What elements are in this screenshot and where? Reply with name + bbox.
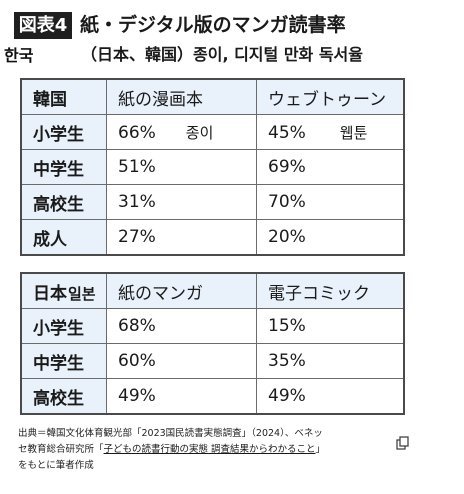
paper-value: 27% — [106, 219, 257, 256]
source-note: 出典＝韓国文化体育観光部「2023国民読書実態調査」（2024）、ベネッ セ教育… — [18, 426, 378, 474]
digital-value: 45% — [268, 122, 306, 143]
korea-table: 韓国 紙の漫画本 ウェブトゥーン 小学生 66% 종이 45% 웹툰 中学生 51%… — [20, 78, 405, 256]
table-row: 小学生 66% 종이 45% 웹툰 — [20, 114, 405, 150]
figure-badge: 図表4 — [14, 12, 72, 39]
digital-value: 15% — [256, 308, 405, 344]
japan-annotation: 일본 — [68, 284, 96, 303]
header-country: 日本일본 — [20, 272, 107, 309]
paper-annotation: 종이 — [185, 123, 214, 142]
header-digital: ウェブトゥーン — [256, 78, 405, 115]
source-line-2-prefix: セ教育総合研究所「 — [18, 444, 104, 455]
korea-annotation: 한국 — [4, 46, 34, 65]
row-label: 中学生 — [20, 149, 107, 185]
japan-table: 日本일본 紙のマンガ 電子コミック 小学生 68% 15% 中学生 60% 35… — [20, 272, 405, 415]
figure-subtitle: （日本、韓国）종이, 디지털 만화 독서율 — [81, 45, 363, 64]
source-line-1: 出典＝韓国文化体育観光部「2023国民読書実態調査」（2024）、ベネッ — [18, 428, 323, 439]
source-line-2-suffix: 」 — [315, 444, 326, 455]
row-label: 高校生 — [20, 184, 107, 220]
header-country: 韓国 — [20, 78, 107, 115]
header-paper: 紙の漫画本 — [106, 78, 257, 115]
digital-value: 69% — [256, 149, 405, 185]
source-line-3: をもとに筆者作成 — [18, 460, 94, 471]
paper-value: 60% — [106, 343, 257, 379]
source-link[interactable]: 子どもの読書行動の実態 調査結果からわかること — [103, 444, 316, 455]
header-country-text: 日本 — [33, 283, 67, 304]
paper-value: 49% — [106, 378, 257, 415]
table-header-row: 韓国 紙の漫画本 ウェブトゥーン — [20, 78, 405, 115]
row-label: 高校生 — [20, 378, 107, 415]
digital-cell: 45% 웹툰 — [256, 114, 405, 150]
row-label: 成人 — [20, 219, 107, 256]
paper-value: 31% — [106, 184, 257, 220]
table-row: 中学生 51% 69% — [20, 149, 405, 185]
header-paper: 紙のマンガ — [106, 272, 257, 309]
digital-value: 20% — [256, 219, 405, 256]
header-digital: 電子コミック — [256, 272, 405, 309]
copy-icon[interactable] — [396, 436, 410, 450]
figure-title: 紙・デジタル版のマンガ読書率 — [80, 14, 346, 36]
table-row: 高校生 31% 70% — [20, 184, 405, 220]
digital-value: 49% — [256, 378, 405, 415]
digital-value: 35% — [256, 343, 405, 379]
row-label: 中学生 — [20, 343, 107, 379]
paper-value: 68% — [106, 308, 257, 344]
source-line-2: セ教育総合研究所「子どもの読書行動の実態 調査結果からわかること」 — [18, 442, 378, 458]
table-row: 高校生 49% 49% — [20, 378, 405, 415]
paper-cell: 66% 종이 — [106, 114, 257, 150]
digital-value: 70% — [256, 184, 405, 220]
table-row: 小学生 68% 15% — [20, 308, 405, 344]
table-row: 中学生 60% 35% — [20, 343, 405, 379]
table-row: 成人 27% 20% — [20, 219, 405, 256]
paper-value: 51% — [106, 149, 257, 185]
row-label: 小学生 — [20, 114, 107, 150]
paper-value: 66% — [118, 122, 156, 143]
table-header-row: 日本일본 紙のマンガ 電子コミック — [20, 272, 405, 309]
digital-annotation: 웹툰 — [339, 123, 368, 142]
row-label: 小学生 — [20, 308, 107, 344]
